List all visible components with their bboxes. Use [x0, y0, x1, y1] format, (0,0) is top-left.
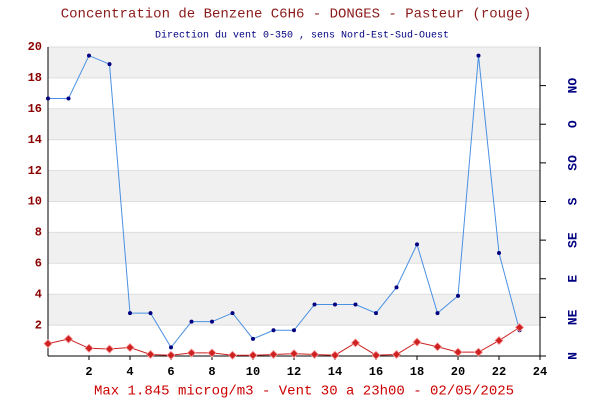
chart-title: Concentration de Benzene C6H6 - DONGES -…	[61, 7, 531, 23]
point	[169, 345, 173, 350]
point	[312, 302, 317, 307]
chart-subtitle: Direction du vent 0-350 , sens Nord-Est-…	[155, 30, 449, 42]
point	[207, 348, 217, 358]
x-tick-label: 14	[328, 365, 342, 379]
point	[435, 311, 440, 316]
y-tick-label: 6	[35, 256, 42, 270]
y2-tick-label: S	[565, 197, 580, 205]
x-tick-label: 22	[492, 365, 506, 379]
point	[350, 338, 361, 348]
y-tick-label: 20	[28, 40, 42, 54]
point	[374, 311, 378, 316]
point	[309, 349, 320, 360]
grid-band	[48, 170, 540, 202]
grid-band	[48, 232, 540, 264]
point	[107, 62, 112, 67]
point	[248, 350, 258, 360]
y-tick-label: 12	[28, 164, 42, 178]
point	[43, 339, 53, 349]
point	[230, 311, 235, 316]
y-tick-label: 10	[28, 195, 42, 209]
x-tick-label: 16	[369, 365, 383, 379]
point	[394, 285, 399, 290]
y2-tick-label: NO	[565, 78, 580, 94]
series-line	[48, 54, 520, 349]
point	[432, 342, 443, 352]
point	[210, 319, 214, 324]
y2-tick-label: O	[565, 120, 580, 128]
point	[456, 293, 460, 298]
footer: Max 1.845 microg/m3 - Vent 30 a 23h00 - …	[94, 384, 514, 400]
x-tick-label: 2	[85, 365, 92, 379]
point	[148, 311, 153, 316]
point	[251, 336, 255, 341]
y-tick-label: 18	[28, 71, 42, 85]
point	[84, 343, 94, 353]
point	[473, 347, 484, 357]
point	[271, 328, 276, 333]
x-tick-label: 24	[533, 365, 547, 379]
x-tick-label: 4	[126, 365, 133, 379]
x-tick-label: 20	[451, 365, 465, 379]
point	[268, 349, 279, 360]
y2-tick-label: NE	[565, 309, 580, 325]
point	[128, 311, 132, 316]
grid-band	[48, 294, 540, 326]
point	[330, 350, 340, 360]
point	[66, 96, 71, 101]
point	[104, 344, 115, 354]
grid-band	[48, 108, 540, 140]
x-tick-label: 12	[287, 365, 301, 379]
point	[292, 328, 296, 333]
point	[186, 348, 197, 358]
y2-tick-label: N	[565, 352, 580, 360]
y-tick-label: 16	[28, 102, 42, 116]
y-tick-label: 4	[35, 287, 42, 301]
point	[145, 349, 156, 360]
point	[453, 347, 463, 357]
point	[415, 242, 419, 247]
y-tick-label: 14	[28, 133, 42, 147]
point	[412, 337, 422, 347]
point	[289, 349, 299, 359]
x-tick-label: 10	[246, 365, 260, 379]
point	[333, 302, 337, 307]
point	[46, 96, 50, 101]
y2-tick-label: E	[565, 275, 580, 283]
point	[87, 53, 91, 58]
point	[497, 251, 501, 255]
point	[353, 302, 358, 307]
point	[514, 322, 525, 333]
point	[371, 350, 381, 360]
point	[166, 350, 176, 360]
y2-tick-label: SO	[565, 155, 580, 171]
x-tick-label: 8	[208, 365, 215, 379]
x-tick-label: 6	[167, 365, 174, 379]
point	[189, 319, 194, 324]
y-tick-label: 8	[35, 226, 42, 240]
y-tick-label: 2	[35, 318, 42, 332]
y2-tick-label: SE	[565, 232, 580, 248]
x-tick-label: 18	[410, 365, 424, 379]
point	[391, 349, 402, 360]
point	[125, 342, 135, 353]
point	[63, 334, 74, 344]
grid-band	[48, 47, 540, 78]
point	[494, 335, 504, 346]
point	[476, 53, 481, 58]
point	[227, 350, 238, 360]
